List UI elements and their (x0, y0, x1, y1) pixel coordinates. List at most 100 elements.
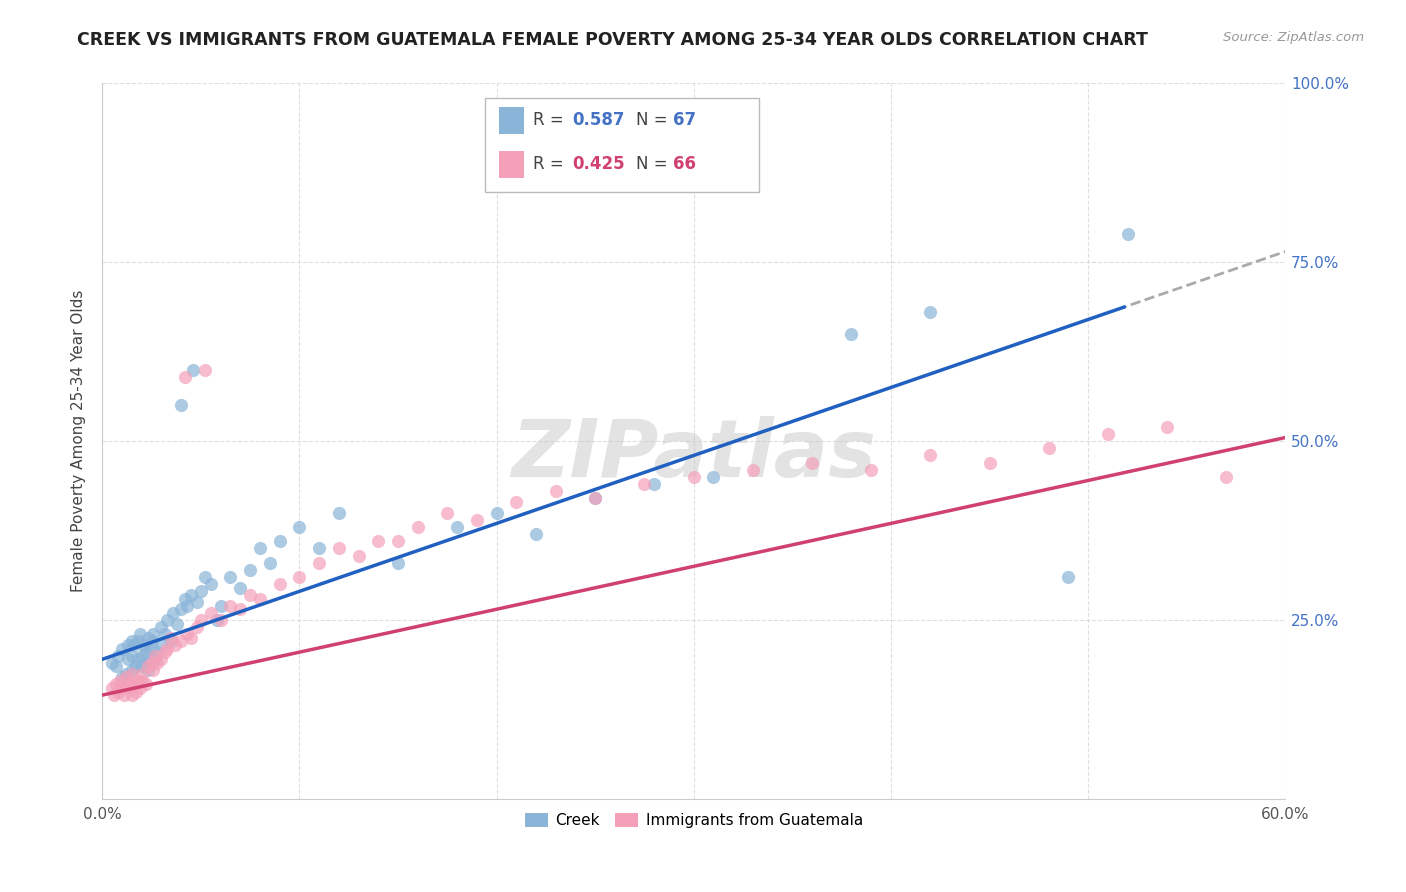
Text: CREEK VS IMMIGRANTS FROM GUATEMALA FEMALE POVERTY AMONG 25-34 YEAR OLDS CORRELAT: CREEK VS IMMIGRANTS FROM GUATEMALA FEMAL… (77, 31, 1149, 49)
Point (155, 645, 177, 659)
Text: 0.587: 0.587 (572, 112, 624, 129)
Point (170, 398, 193, 412)
Point (190, 584, 212, 599)
Point (170, 602, 193, 616)
Point (801, 456, 824, 470)
Point (308, 541, 330, 556)
Point (174, 369, 197, 384)
Point (128, 627, 150, 641)
Point (186, 595, 208, 609)
Point (131, 666, 153, 681)
Point (544, 484, 567, 499)
Text: 0.425: 0.425 (572, 155, 624, 173)
Point (142, 627, 165, 641)
Point (127, 652, 149, 666)
Point (142, 663, 165, 677)
Point (269, 577, 291, 591)
Point (288, 520, 311, 534)
Point (121, 666, 143, 681)
Point (180, 631, 202, 645)
Point (239, 563, 262, 577)
Point (125, 684, 148, 698)
Point (174, 591, 197, 606)
Point (115, 666, 138, 681)
Point (145, 648, 167, 663)
Point (122, 677, 145, 691)
Point (105, 677, 128, 691)
Point (465, 513, 488, 527)
Point (156, 641, 179, 656)
Point (103, 688, 125, 702)
Point (141, 656, 163, 670)
Text: N =: N = (636, 155, 672, 173)
Point (269, 534, 291, 549)
Point (1057, 570, 1080, 584)
Point (136, 659, 159, 673)
Point (249, 591, 271, 606)
Point (115, 670, 138, 684)
Point (485, 506, 508, 520)
Point (150, 620, 173, 634)
Point (219, 599, 242, 613)
Y-axis label: Female Poverty Among 25-34 Year Olds: Female Poverty Among 25-34 Year Olds (72, 290, 86, 592)
Point (367, 534, 389, 549)
Point (249, 541, 271, 556)
Text: N =: N = (636, 112, 672, 129)
Point (194, 362, 217, 376)
Point (131, 648, 153, 663)
Point (1038, 442, 1060, 456)
Point (1097, 427, 1119, 442)
Point (170, 634, 193, 648)
Point (127, 634, 149, 648)
Point (308, 556, 330, 570)
Point (219, 570, 242, 584)
Point (643, 477, 665, 491)
Point (146, 645, 169, 659)
Point (121, 634, 143, 648)
Point (387, 534, 409, 549)
Point (121, 663, 143, 677)
Point (841, 326, 863, 341)
Text: 67: 67 (673, 112, 696, 129)
Point (107, 684, 129, 698)
Point (633, 477, 655, 491)
Point (166, 616, 188, 631)
Point (117, 638, 139, 652)
Point (101, 681, 124, 695)
Point (1215, 470, 1237, 484)
Point (259, 556, 281, 570)
Point (160, 634, 183, 648)
Point (155, 627, 177, 641)
Point (150, 638, 173, 652)
Point (1156, 420, 1178, 434)
Point (145, 652, 167, 666)
Point (920, 305, 942, 319)
Point (229, 581, 252, 595)
Point (209, 613, 232, 627)
Point (229, 602, 252, 616)
Point (112, 688, 135, 702)
Point (288, 570, 311, 584)
Point (176, 599, 198, 613)
Point (205, 613, 228, 627)
Point (127, 673, 149, 688)
Point (105, 659, 128, 673)
Point (117, 652, 139, 666)
Point (111, 681, 134, 695)
Point (122, 638, 145, 652)
Point (682, 470, 704, 484)
Point (136, 631, 159, 645)
Point (156, 613, 179, 627)
Point (406, 520, 429, 534)
Point (186, 620, 208, 634)
Point (101, 656, 124, 670)
Point (121, 688, 143, 702)
Point (135, 656, 157, 670)
Point (1116, 227, 1139, 241)
Point (146, 656, 169, 670)
Point (436, 506, 458, 520)
Point (162, 606, 184, 620)
Point (141, 634, 163, 648)
Point (131, 659, 153, 673)
Point (121, 648, 143, 663)
